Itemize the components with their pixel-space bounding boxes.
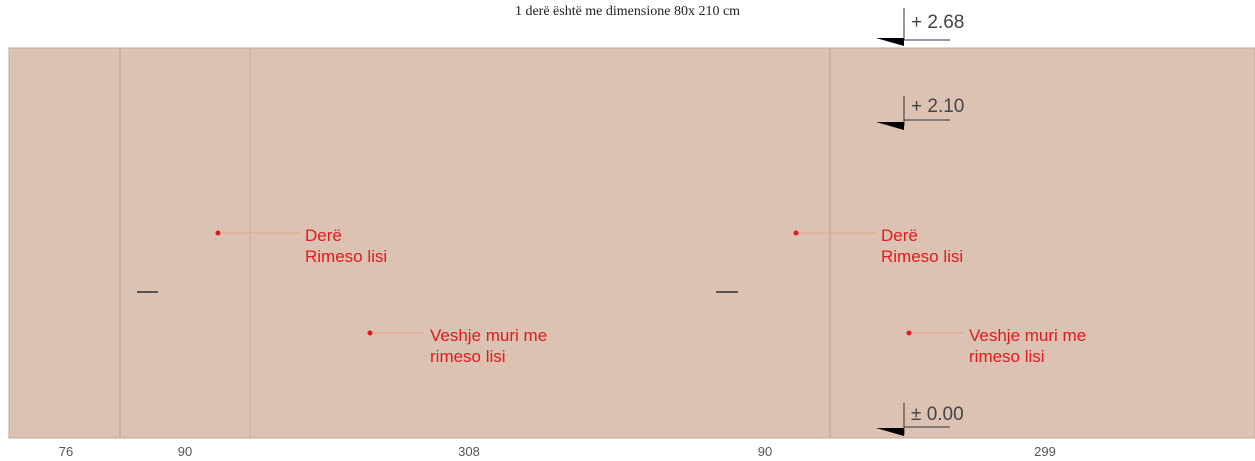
annotation-line: Rimeso lisi (305, 247, 388, 266)
annotation-leader (793, 230, 876, 236)
annotation-line: Veshje muri me (430, 326, 548, 345)
annotation-line: Rimeso lisi (881, 247, 964, 266)
level-marker-210 (876, 96, 950, 130)
dimension-label: 90 (177, 444, 193, 459)
dimension-label: 308 (458, 444, 480, 459)
level-label: + 2.68 (911, 12, 965, 33)
level-label: ± 0.00 (911, 404, 964, 425)
annotation-line: rimeso lisi (969, 347, 1045, 366)
annotation-leader (906, 330, 964, 336)
annotation-wall-right: Veshje muri me rimeso lisi (969, 325, 1086, 367)
level-label: + 2.10 (911, 96, 965, 117)
annotation-leader (215, 230, 300, 236)
annotation-line: Veshje muri me (969, 326, 1087, 345)
annotation-leader (367, 330, 424, 336)
annotation-wall-left: Veshje muri me rimeso lisi (430, 325, 547, 367)
dimension-label: 299 (1034, 444, 1056, 459)
annotation-line: rimeso lisi (430, 347, 506, 366)
level-marker-268 (876, 8, 950, 46)
annotation-line: Derë (881, 226, 918, 245)
level-marker-000 (876, 403, 950, 436)
dimension-label: 76 (58, 444, 74, 459)
wall-elevation (8, 47, 1255, 439)
annotation-line: Derë (305, 226, 342, 245)
annotation-door-right: Derë Rimeso lisi (881, 225, 963, 267)
drawing-title: 1 derë është me dimensione 80x 210 cm (514, 4, 741, 19)
dimension-label: 90 (757, 444, 773, 459)
annotation-door-left: Derë Rimeso lisi (305, 225, 387, 267)
